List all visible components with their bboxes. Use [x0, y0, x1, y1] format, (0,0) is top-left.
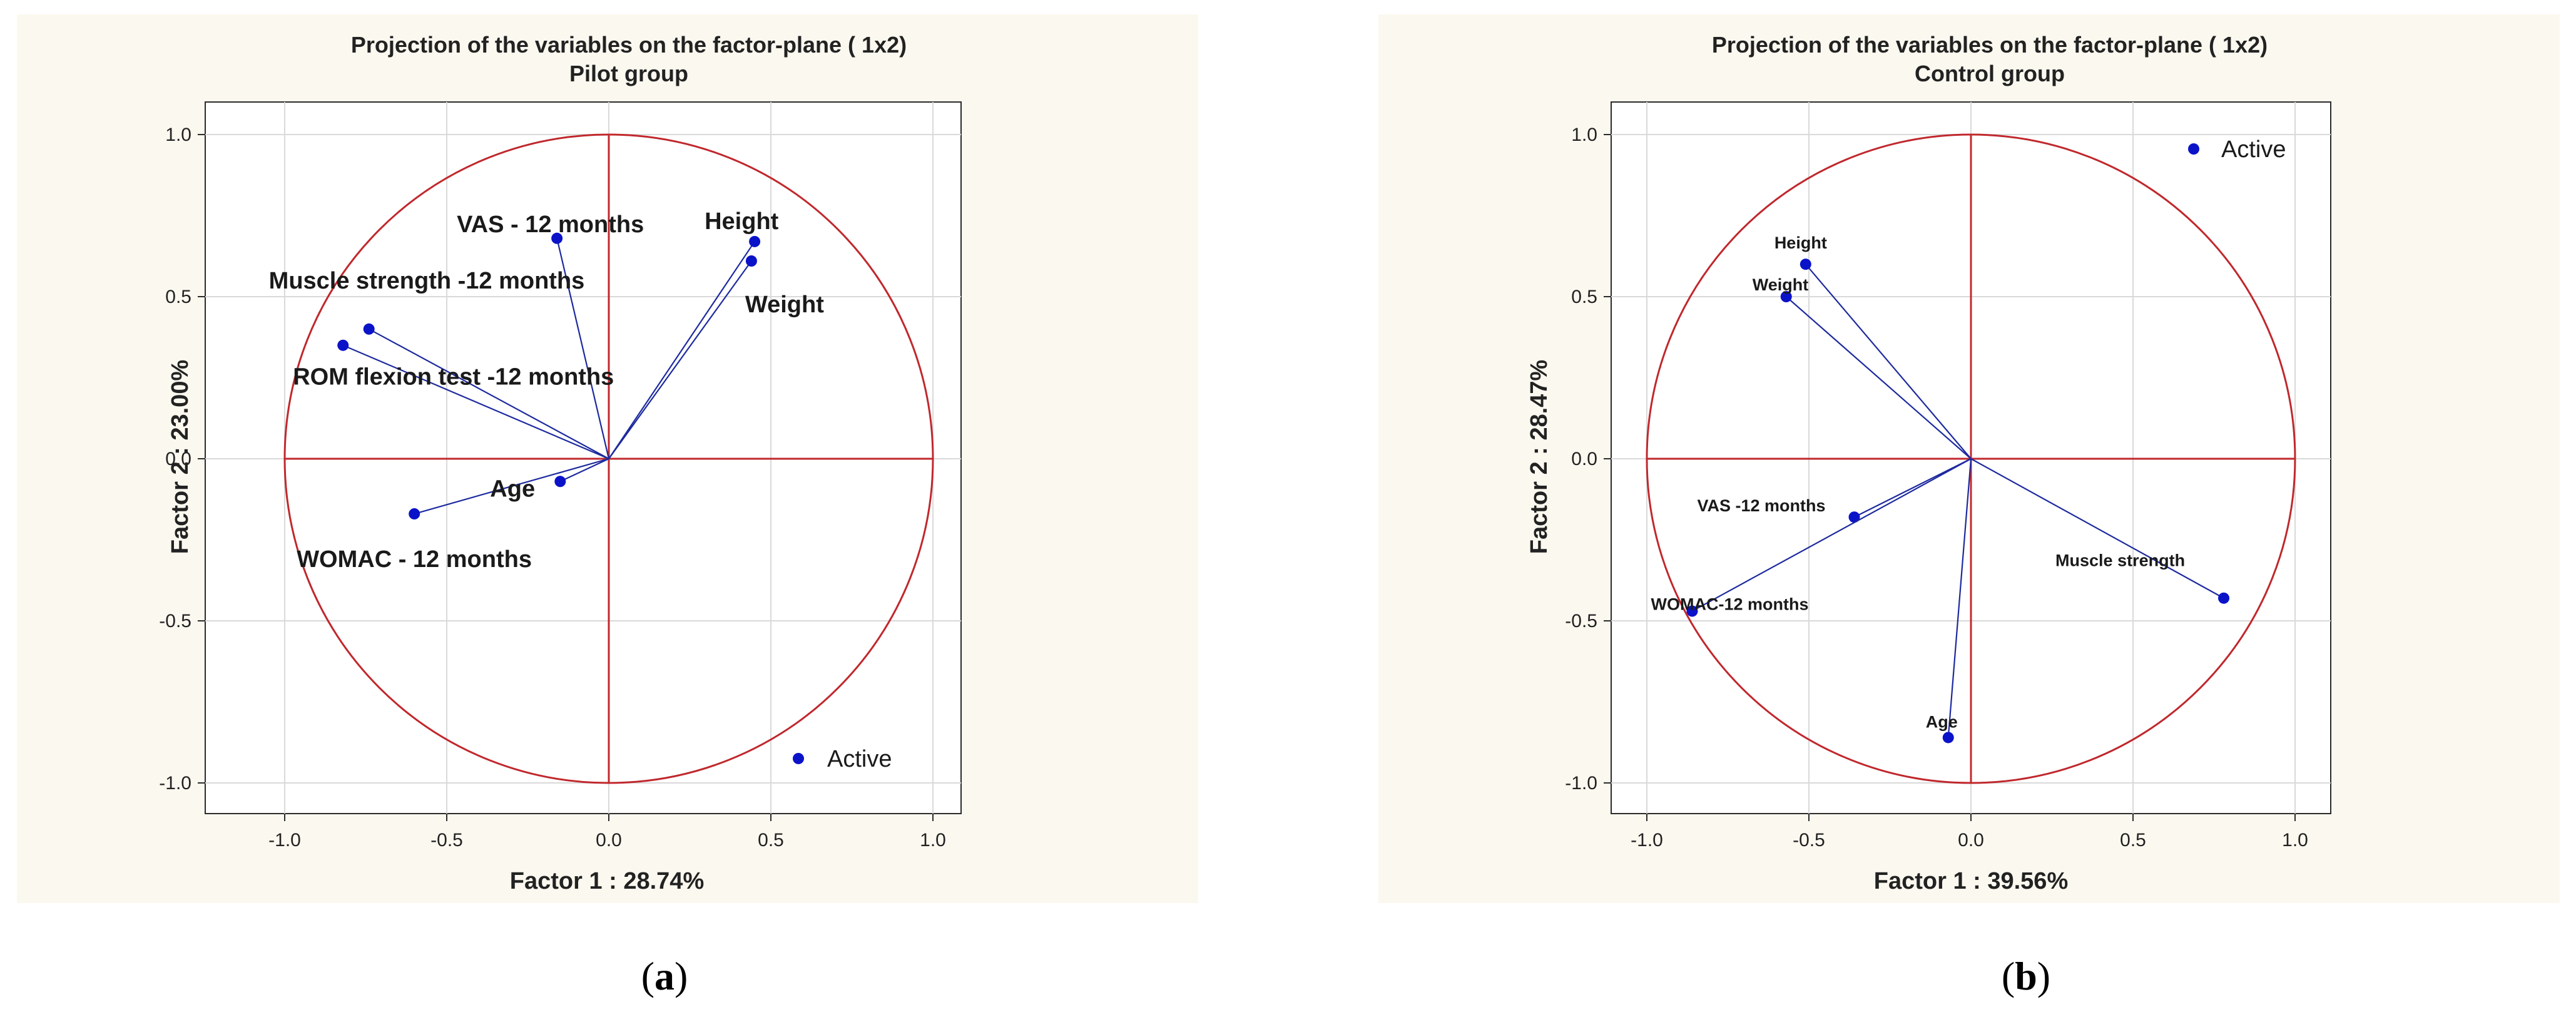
panel-b-xtick-label-1: -0.5	[1793, 830, 1825, 851]
panel-a-point-label-1: Height	[705, 208, 779, 235]
panel-b-ytick-label-4: -1.0	[1565, 773, 1597, 794]
panel-a-title: Projection of the variables on the facto…	[351, 32, 907, 58]
panel-b-vector-1	[1786, 296, 1972, 459]
panel-a-xlabel: Factor 1 : 28.74%	[510, 868, 704, 894]
panel-b-point-label-1: Weight	[1753, 275, 1809, 294]
panel-a-vector-1	[608, 241, 756, 459]
panel-a-xtick-label-4: 1.0	[920, 830, 946, 851]
panel-b-subtitle: Control group	[1915, 61, 2065, 86]
panel-b-point-0	[1800, 258, 1811, 270]
panel-b-xtick-label-3: 0.5	[2120, 830, 2146, 851]
panel-b-xtick-label-0: -1.0	[1631, 830, 1663, 851]
panel-a-point-4	[337, 339, 349, 351]
panel-b-ytick-label-0: 1.0	[1571, 125, 1597, 145]
panel-a-point-6	[409, 508, 420, 520]
panel-b-point-label-3: Muscle strength	[2055, 551, 2185, 570]
panel-a-point-label-6: WOMAC - 12 months	[297, 546, 532, 573]
panel-a-xtick-label-2: 0.0	[596, 830, 622, 851]
panel-b-xtick-label-4: 1.0	[2282, 830, 2308, 851]
panel-b: Projection of the variables on the facto…	[1378, 14, 2560, 903]
panel-a-point-5	[554, 476, 566, 488]
panel-a-ticks: -1.0 -0.5 0.0 0.5 1.0 1.0 0.5 0.0 -0.5 -1.0	[159, 125, 946, 851]
panel-b-vectors	[1686, 258, 2230, 744]
panel-a-vector-5	[559, 458, 609, 483]
panel-a-point-0	[551, 232, 563, 244]
panel-b-point-label-0: Height	[1774, 233, 1827, 252]
panel-b-title: Projection of the variables on the facto…	[1712, 32, 2268, 58]
panel-b-point-1	[1780, 291, 1792, 302]
panel-a-point-2	[745, 255, 757, 267]
panel-a: Projection of the variables on the facto…	[17, 14, 1198, 903]
panel-a-xtick-label-3: 0.5	[758, 830, 784, 851]
panel-a-xtick-label-0: -1.0	[268, 830, 301, 851]
panel-a-subtitle: Pilot group	[569, 61, 688, 86]
panel-b-vector-4	[1691, 458, 1972, 612]
caption-a: (a)	[641, 954, 688, 998]
panel-b-point-label-4: WOMAC-12 months	[1651, 595, 1809, 613]
panel-a-vectors	[337, 232, 761, 520]
panel-b-xlabel: Factor 1 : 39.56%	[1874, 868, 2068, 894]
panel-a-vector-2	[608, 260, 752, 459]
panel-a-ytick-label-0: 1.0	[165, 125, 191, 145]
panel-a-point-label-4: ROM flexion test -12 months	[293, 364, 614, 391]
panel-a-labels: VAS - 12 months Height Weight Muscle streng…	[269, 208, 825, 573]
panel-a-vector-0	[556, 238, 610, 459]
panel-b-point-label-2: VAS -12 months	[1698, 496, 1826, 515]
panel-a-point-label-5: Age	[490, 476, 535, 502]
panel-a-ylabel: Factor 2 : 23.00%	[167, 360, 193, 554]
panel-a-legend: Active	[793, 746, 892, 772]
panel-a-point-label-0: VAS - 12 months	[457, 212, 644, 238]
panel-a-vector-6	[414, 457, 609, 515]
panel-b-vector-0	[1805, 263, 1972, 459]
panel-b-ytick-label-1: 0.5	[1571, 287, 1597, 307]
panel-b-legend-label: Active	[2221, 136, 2286, 163]
panel-b-point-2	[1848, 511, 1860, 523]
panel-b-point-3	[2218, 592, 2230, 604]
panel-b-xtick-label-2: 0.0	[1958, 830, 1984, 851]
panel-b-ticks: -1.0 -0.5 0.0 0.5 1.0 1.0 0.5 0.0 -0.5 -1.0	[1565, 125, 2308, 851]
panel-a-point-3	[363, 323, 375, 335]
panel-a-vector-3	[369, 328, 609, 459]
panel-a-point-label-3: Muscle strength -12 months	[269, 268, 585, 294]
panel-a-legend-label: Active	[827, 746, 892, 772]
panel-b-point-label-5: Age	[1926, 712, 1958, 731]
panel-b-vector-3	[1970, 458, 2224, 599]
panel-b-legend: Active	[2188, 136, 2286, 163]
panel-b-point-4	[1686, 605, 1698, 617]
panel-a-ytick-label-3: -0.5	[159, 611, 191, 631]
panel-b-legend-marker	[2188, 143, 2199, 155]
panel-a-vector-4	[342, 344, 609, 460]
panel-a-xtick-label-1: -0.5	[430, 830, 463, 851]
panel-a-ytick-label-1: 0.5	[165, 287, 191, 307]
panel-a-legend-marker	[793, 753, 804, 764]
panel-b-ytick-label-3: -0.5	[1565, 611, 1597, 631]
caption-b: (b)	[2002, 954, 2050, 998]
panel-b-ytick-label-2: 0.0	[1571, 449, 1597, 469]
caption-b-letter: b	[2015, 954, 2037, 998]
panel-a-point-label-2: Weight	[745, 292, 824, 318]
caption-a-letter: a	[654, 954, 675, 998]
panel-b-vector-5	[1947, 458, 1972, 738]
panel-b-labels: Height Weight VAS -12 months Muscle strengt…	[1651, 233, 2186, 731]
panel-b-ylabel: Factor 2 : 28.47%	[1526, 360, 1552, 554]
panel-a-ytick-label-2: 0.0	[165, 449, 191, 469]
panel-a-ytick-label-4: -1.0	[159, 773, 191, 794]
panel-a-point-1	[749, 235, 761, 247]
panel-b-point-5	[1942, 732, 1954, 744]
panel-b-vector-2	[1854, 458, 1972, 518]
